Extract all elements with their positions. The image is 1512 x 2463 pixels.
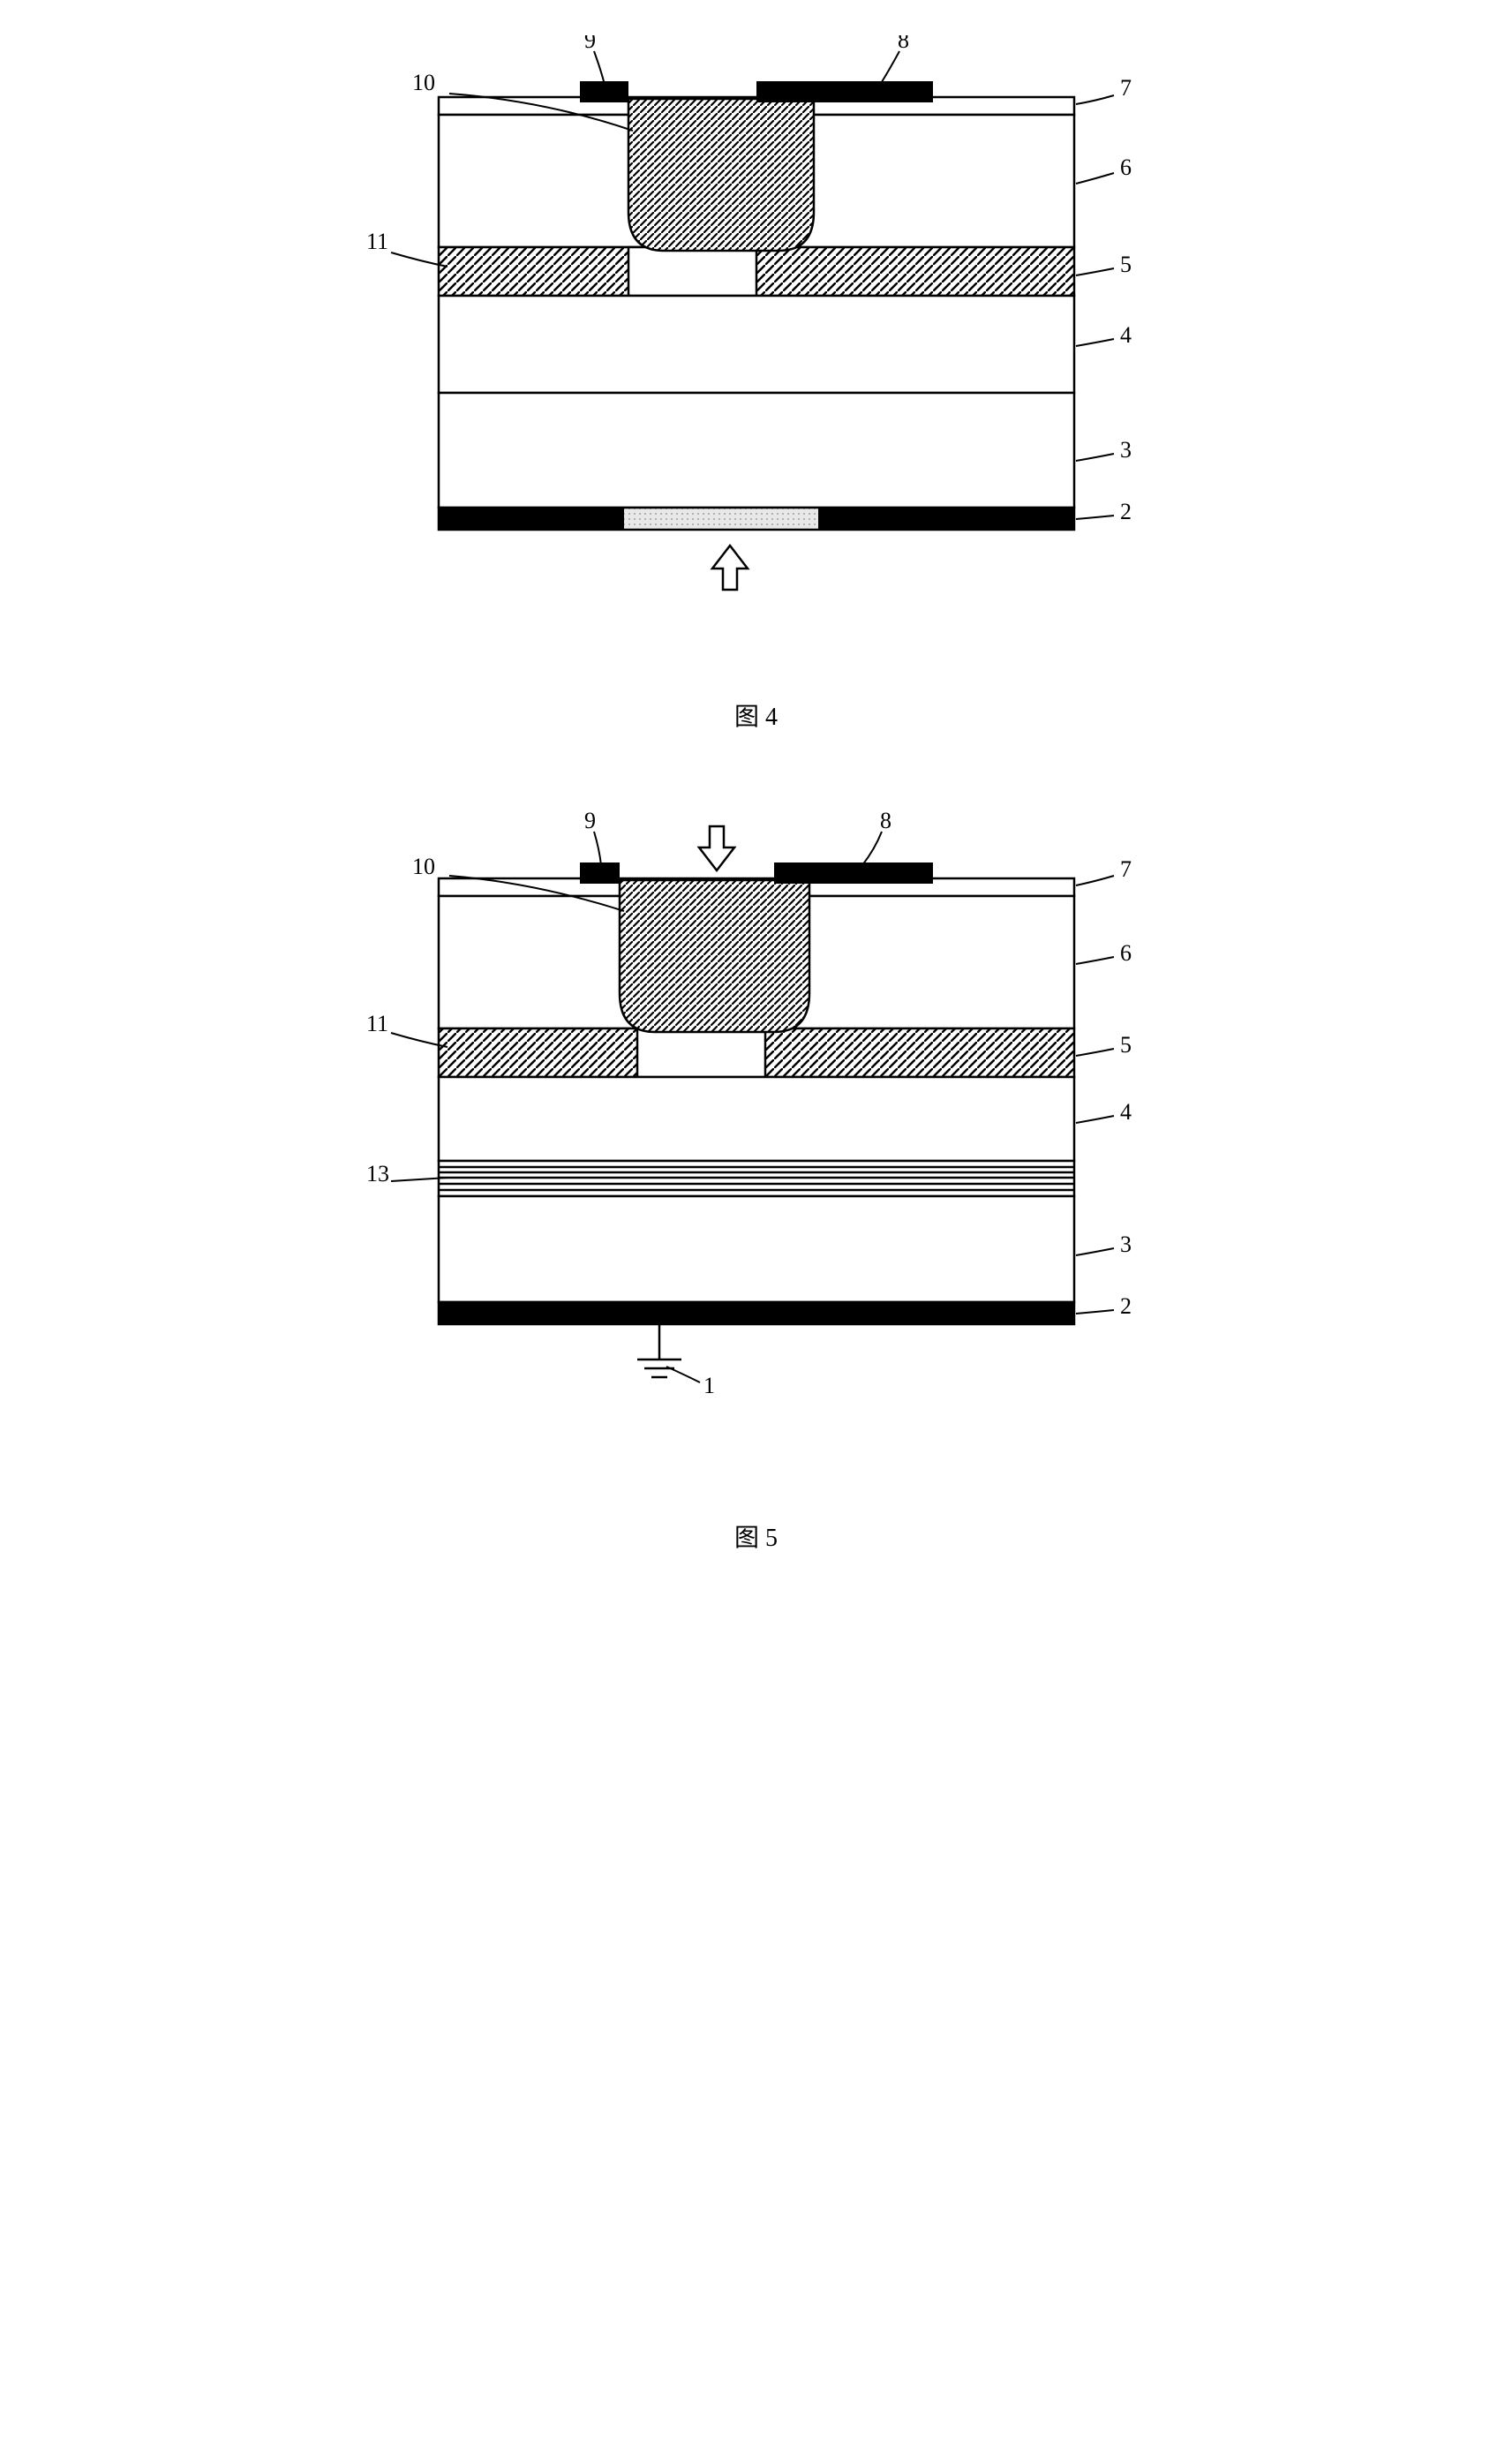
label-5: 5: [1120, 252, 1132, 277]
label-8: 8: [880, 808, 891, 833]
arrow-down-icon: [699, 826, 734, 870]
label-8: 8: [898, 35, 909, 53]
label-3: 3: [1120, 437, 1132, 463]
region-9: [628, 99, 814, 251]
label-11: 11: [366, 229, 388, 254]
layer-13: [439, 1161, 1074, 1196]
layer-5-gap: [628, 247, 756, 296]
layer-2: [439, 1302, 1074, 1324]
label-3: 3: [1120, 1232, 1132, 1257]
label-6: 6: [1120, 940, 1132, 966]
label-2: 2: [1120, 499, 1132, 524]
layer-5-gap: [637, 1028, 765, 1077]
figure-5-diagram: 9 8 10 7 6 5 4 3 2 11 13 1: [315, 786, 1198, 1492]
label-7: 7: [1120, 856, 1132, 882]
figure-4: 9 8 10 7 6 5 4 3 2 11 图 4: [315, 35, 1198, 733]
label-5: 5: [1120, 1032, 1132, 1058]
label-7: 7: [1120, 75, 1132, 101]
figure-4-caption: 图 4: [315, 697, 1198, 733]
arrow-up-icon: [712, 546, 748, 590]
figure-4-svg: 9 8 10 7 6 5 4 3 2 11: [315, 35, 1198, 671]
page: 9 8 10 7 6 5 4 3 2 11 图 4: [315, 35, 1198, 1554]
contact-right: [774, 862, 933, 884]
label-13: 13: [366, 1161, 389, 1186]
label-11: 11: [366, 1011, 388, 1036]
layer-4: [439, 1077, 1074, 1161]
label-6: 6: [1120, 154, 1132, 180]
ground-icon: [637, 1324, 681, 1377]
layer-4: [439, 296, 1074, 393]
contact-right: [756, 81, 933, 102]
label-10: 10: [412, 854, 435, 879]
region-9: [620, 880, 809, 1032]
figure-5-svg: 9 8 10 7 6 5 4 3 2 11 13 1: [315, 786, 1198, 1492]
layer-2-right: [818, 508, 1074, 530]
figure-5: 9 8 10 7 6 5 4 3 2 11 13 1 图 5: [315, 786, 1198, 1554]
label-9: 9: [584, 808, 596, 833]
figure-5-caption: 图 5: [315, 1518, 1198, 1554]
contact-left: [580, 862, 620, 884]
label-1: 1: [703, 1373, 715, 1398]
layer-3: [439, 1196, 1074, 1302]
figure-4-diagram: 9 8 10 7 6 5 4 3 2 11: [315, 35, 1198, 671]
label-4: 4: [1120, 322, 1132, 348]
label-9: 9: [584, 35, 596, 53]
layer-2-left: [439, 508, 624, 530]
layer-2-center: [624, 508, 818, 530]
label-2: 2: [1120, 1293, 1132, 1319]
label-10: 10: [412, 70, 435, 95]
layer-3: [439, 393, 1074, 508]
label-4: 4: [1120, 1099, 1132, 1125]
